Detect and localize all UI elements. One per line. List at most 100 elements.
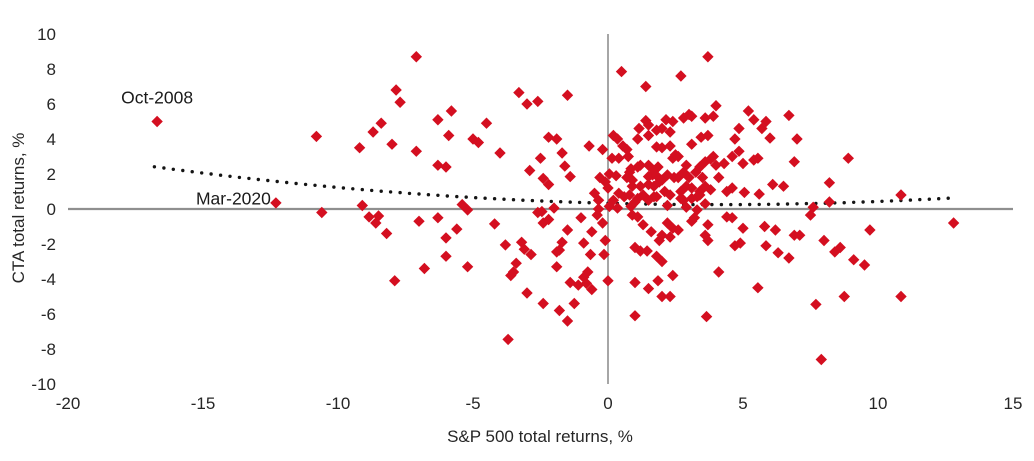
trendline-dot [417,192,421,196]
data-point [680,201,692,213]
data-point [734,237,746,249]
data-point [947,217,960,229]
data-point [270,197,282,209]
trendline-dot [568,200,572,204]
data-point [432,114,444,126]
trendline-dot [483,196,487,200]
trendline-dot [398,190,402,195]
data-point [626,209,638,221]
y-tick-label: -10 [31,375,56,394]
data-point [542,213,555,226]
data-point [575,212,587,224]
trendline-dot [502,197,506,201]
data-point [694,189,706,201]
trendline-dot [842,201,846,205]
data-point [445,105,458,117]
trendline-dot [190,170,194,174]
data-point [864,224,876,236]
data-point [632,133,644,145]
data-point [815,353,827,366]
data-point [551,261,563,273]
data-point [834,241,846,254]
trendline-dot [549,199,553,204]
data-point [499,239,512,251]
data-point [656,290,668,303]
y-tick-label: 2 [47,165,56,184]
data-point [729,133,741,145]
data-point [699,112,711,124]
trendline-dot [200,171,204,175]
data-point [637,189,649,201]
trendline-dot [577,200,582,205]
data-point [702,51,714,63]
trendline-dot [237,175,242,180]
data-point [752,282,764,294]
trendline-dot [738,202,742,207]
data-point [718,157,730,170]
data-point [642,129,655,142]
trendline-dot [521,198,525,202]
trendline-dot [256,177,260,182]
data-point [537,297,549,310]
annotation-oct-2008: Oct-2008 [121,88,193,108]
data-point [599,176,611,188]
data-point [664,189,676,201]
trendline-dot [275,179,279,184]
data-point [443,129,455,142]
data-point [367,126,379,138]
data-point [356,199,368,212]
data-point [648,164,660,177]
trendline-dot [247,176,251,181]
x-tick-label: 5 [738,394,747,413]
x-tick-label: -10 [326,394,351,413]
trendline-dot [209,172,213,176]
data-point [525,248,537,261]
data-point [621,171,633,184]
data-point [578,237,590,249]
data-point [310,130,323,143]
data-point [610,170,622,182]
data-point [607,129,620,142]
data-point [596,143,609,156]
data-point [652,275,664,287]
data-point [386,138,398,150]
point-annotations: Oct-2008 Mar-2020 [121,88,271,209]
trendline-dot [880,199,884,203]
x-tick-label: 15 [1004,394,1023,413]
trendline-dot [322,184,327,188]
data-point [664,126,676,138]
data-point [700,310,713,323]
data-point [488,218,501,230]
data-point [632,192,644,205]
data-point [363,211,375,223]
data-point [521,98,533,110]
y-tick-label: -4 [41,270,56,289]
data-point [680,159,692,171]
trendline-dot [748,202,752,207]
data-point [760,240,772,252]
data-point [650,191,663,203]
data-point [410,145,422,157]
data-point [675,70,687,82]
data-point [621,143,633,156]
trendline-dot [474,196,478,200]
data-point [564,170,576,183]
trendline-dot [795,202,799,206]
data-point [691,204,703,216]
scatter-points [151,51,960,366]
data-point [561,89,574,101]
data-point [151,115,163,128]
trendline-dot [729,202,733,207]
data-point [752,152,764,164]
trendline-dot [303,182,308,187]
data-point [823,196,836,208]
x-tick-label: -20 [56,394,81,413]
data-point [542,178,555,191]
data-point [591,209,603,221]
trendline-dot [388,190,393,194]
data-point [642,282,655,295]
data-point [602,182,614,194]
data-point [769,224,782,236]
data-point [594,171,606,184]
data-point [316,206,328,219]
